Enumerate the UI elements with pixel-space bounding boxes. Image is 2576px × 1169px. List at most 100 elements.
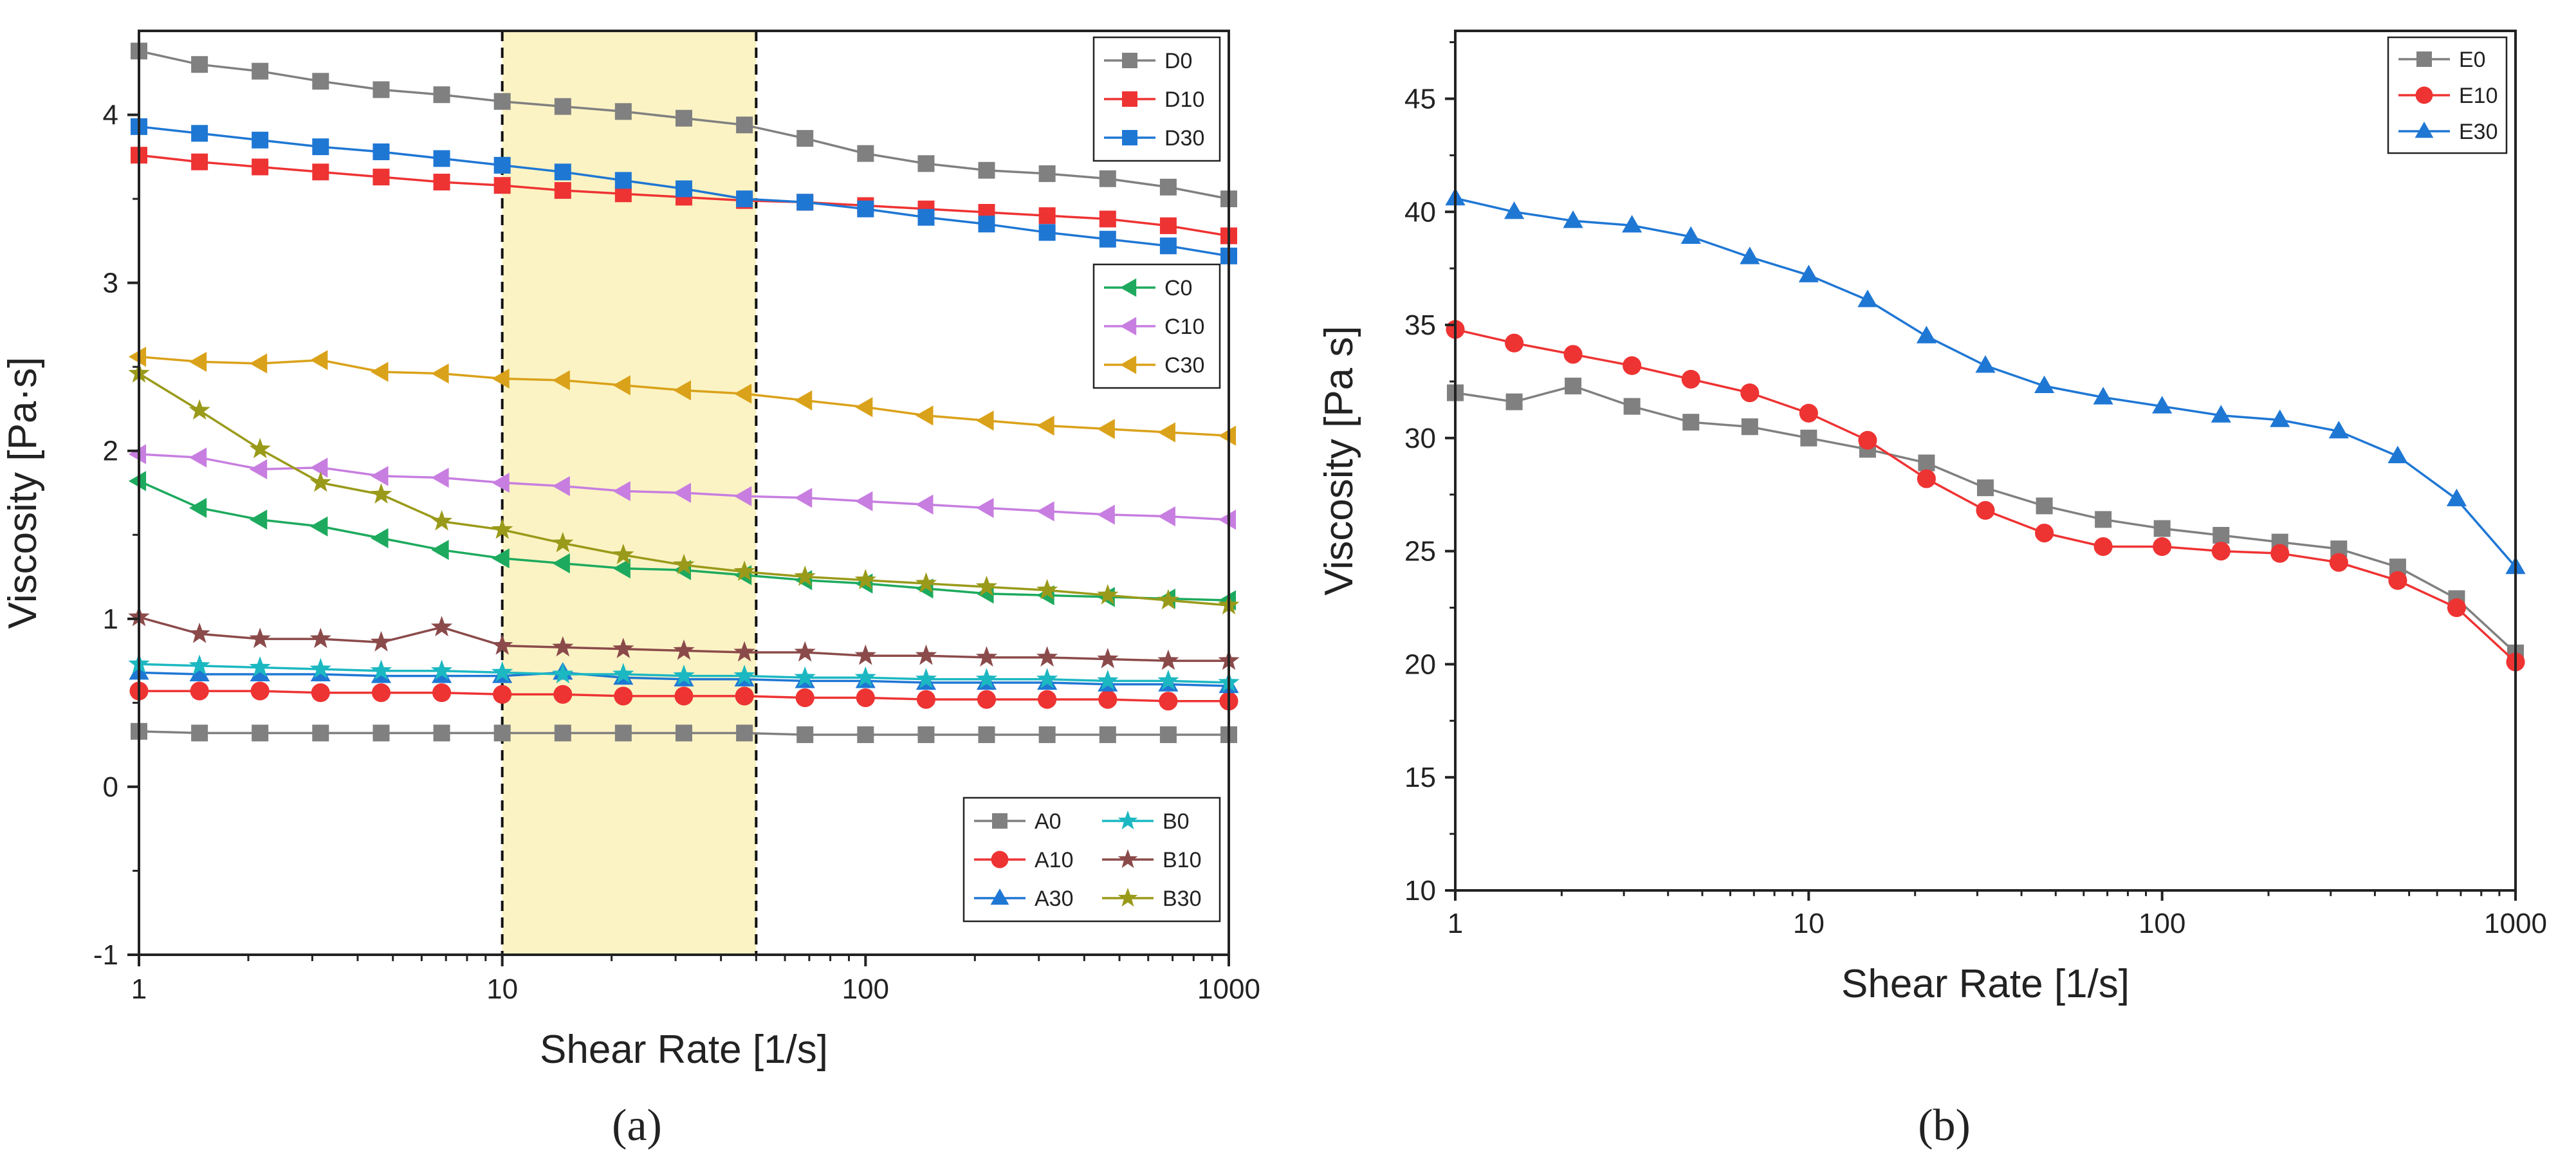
data-point-c30-5 bbox=[371, 362, 389, 382]
data-point-a0-11 bbox=[736, 724, 753, 742]
legend-top-right: D0 D10 D30 bbox=[1092, 36, 1221, 162]
data-point-b10-7 bbox=[492, 634, 513, 655]
x-tick-label-4: 1000 bbox=[1197, 973, 1260, 1005]
data-point-c10-10 bbox=[673, 483, 692, 503]
data-point-d0-16 bbox=[1038, 165, 1056, 182]
data-point-a10-9 bbox=[614, 686, 633, 706]
data-point-d30-4 bbox=[312, 138, 329, 156]
legend-marker-d0 bbox=[1122, 53, 1137, 68]
data-point-d10-5 bbox=[373, 169, 390, 186]
data-point-b0-11 bbox=[733, 665, 755, 685]
data-point-e10-11 bbox=[2035, 523, 2054, 543]
legend-top-right: E0 E10 E30 bbox=[2387, 36, 2508, 154]
data-point-d0-8 bbox=[554, 98, 571, 115]
data-point-c10-7 bbox=[492, 472, 510, 493]
x-tick-label-3: 100 bbox=[842, 973, 889, 1005]
legend-label-d30: D30 bbox=[1164, 126, 1204, 151]
data-point-a10-3 bbox=[250, 681, 270, 701]
data-point-a0-14 bbox=[917, 726, 935, 743]
data-point-d0-7 bbox=[493, 93, 511, 110]
data-point-e30-6 bbox=[1740, 246, 1760, 264]
data-point-d30-2 bbox=[191, 125, 208, 142]
y-tick-label-4: 25 bbox=[1404, 536, 1436, 567]
data-point-c0-7 bbox=[492, 548, 510, 569]
panel-label-a: (a) bbox=[612, 1101, 662, 1150]
data-point-d0-6 bbox=[433, 86, 450, 104]
data-point-e10-2 bbox=[1505, 333, 1524, 353]
data-point-a10-10 bbox=[674, 686, 694, 706]
series-c30 bbox=[128, 346, 1237, 446]
data-point-c30-6 bbox=[431, 364, 449, 384]
data-point-a10-14 bbox=[916, 690, 936, 709]
legend-item-e30: E30 bbox=[2398, 120, 2498, 144]
y-tick-label-2: 15 bbox=[1404, 762, 1436, 793]
x-tick-label-2: 10 bbox=[486, 973, 518, 1005]
legend-item-a10: A10 bbox=[974, 848, 1074, 872]
legend-label-d0: D0 bbox=[1164, 49, 1192, 73]
legend-item-b10: B10 bbox=[1102, 848, 1202, 872]
y-axis-title: Viscosity [Pa·s] bbox=[1, 357, 45, 629]
data-point-b10-14 bbox=[915, 644, 937, 665]
series-e0 bbox=[1447, 377, 2524, 661]
legend-item-d30: D30 bbox=[1104, 126, 1204, 151]
data-point-a10-6 bbox=[432, 683, 452, 703]
data-point-b0-10 bbox=[673, 665, 695, 685]
data-point-a0-18 bbox=[1159, 726, 1177, 743]
data-point-c10-12 bbox=[794, 488, 813, 508]
data-point-c10-16 bbox=[1036, 501, 1054, 522]
data-point-a10-15 bbox=[977, 690, 997, 709]
legend-item-d10: D10 bbox=[1104, 87, 1204, 112]
data-point-c10-11 bbox=[733, 486, 752, 506]
data-point-d0-5 bbox=[373, 81, 390, 98]
data-point-a0-12 bbox=[796, 726, 814, 743]
data-point-b10-3 bbox=[249, 627, 271, 649]
legend-marker-b0 bbox=[1118, 810, 1138, 830]
data-point-a0-7 bbox=[493, 724, 511, 742]
data-point-b10-18 bbox=[1157, 649, 1179, 670]
data-point-a30-2 bbox=[189, 663, 210, 682]
data-point-c10-14 bbox=[915, 494, 934, 515]
legend-label-b0: B0 bbox=[1163, 809, 1190, 834]
data-point-b10-16 bbox=[1036, 646, 1058, 667]
data-point-e30-17 bbox=[2387, 445, 2408, 464]
data-point-b0-2 bbox=[189, 654, 210, 676]
data-point-b0-3 bbox=[249, 656, 271, 677]
data-point-e30-8 bbox=[1857, 290, 1878, 308]
data-point-d30-17 bbox=[1099, 230, 1116, 248]
data-point-b10-8 bbox=[552, 636, 574, 657]
series-c0 bbox=[128, 471, 1237, 611]
data-point-d30-10 bbox=[675, 180, 692, 198]
y-tick-label-8: 45 bbox=[1404, 83, 1436, 115]
data-point-d30-15 bbox=[978, 216, 995, 233]
data-point-a10-12 bbox=[795, 688, 814, 708]
legend-item-e0: E0 bbox=[2398, 48, 2486, 72]
data-point-c30-14 bbox=[915, 405, 934, 426]
data-point-c10-15 bbox=[976, 497, 994, 519]
data-point-c10-5 bbox=[371, 466, 389, 486]
data-point-d0-12 bbox=[796, 130, 814, 147]
data-point-e10-8 bbox=[1858, 430, 1877, 450]
data-point-e0-5 bbox=[1682, 414, 1700, 431]
data-point-e0-13 bbox=[2153, 520, 2171, 537]
data-point-b30-8 bbox=[552, 531, 574, 553]
data-point-e30-13 bbox=[2152, 396, 2173, 414]
data-point-b30-5 bbox=[370, 483, 392, 504]
legend-item-a0: A0 bbox=[974, 809, 1062, 834]
data-point-d0-13 bbox=[857, 145, 874, 162]
data-point-c30-1 bbox=[128, 346, 147, 367]
data-point-e30-15 bbox=[2270, 409, 2290, 427]
data-point-e30-4 bbox=[1622, 215, 1642, 233]
x-tick-label-2: 10 bbox=[1793, 908, 1825, 939]
data-point-d30-9 bbox=[614, 172, 632, 189]
legend-marker-a30 bbox=[990, 888, 1009, 905]
data-point-e0-9 bbox=[1918, 454, 1935, 472]
data-point-c10-19 bbox=[1218, 510, 1237, 530]
data-point-e0-7 bbox=[1800, 429, 1817, 446]
legend-label-c10: C10 bbox=[1164, 315, 1204, 339]
data-point-c30-11 bbox=[733, 383, 752, 404]
data-point-e10-3 bbox=[1563, 345, 1583, 364]
data-point-a10-11 bbox=[735, 686, 754, 706]
data-point-d30-13 bbox=[857, 200, 874, 217]
data-point-c30-2 bbox=[189, 351, 207, 372]
